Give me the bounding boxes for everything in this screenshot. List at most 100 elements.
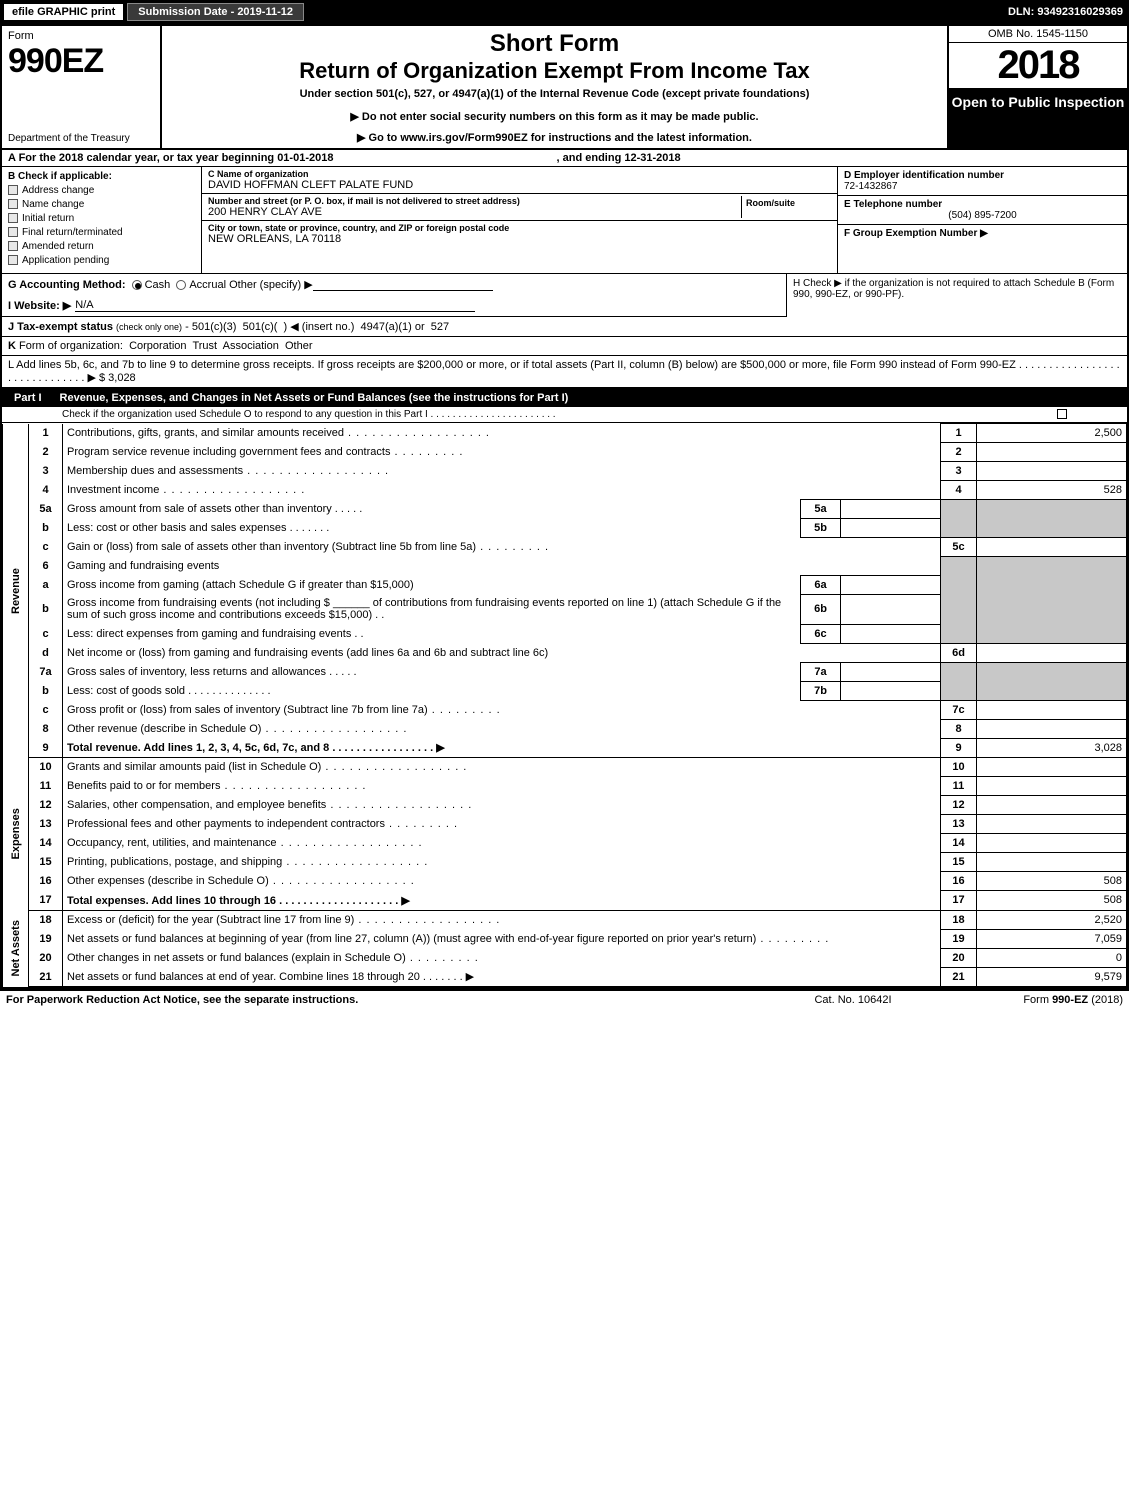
omb-number: OMB No. 1545-1150	[949, 26, 1127, 43]
amt-17: 508	[977, 891, 1127, 911]
line-21: 21Net assets or fund balances at end of …	[3, 967, 1127, 987]
expenses-label: Expenses	[3, 758, 29, 911]
line-7a: 7a Gross sales of inventory, less return…	[3, 662, 1127, 681]
amt-16: 508	[977, 872, 1127, 891]
box-c: C Name of organization DAVID HOFFMAN CLE…	[202, 167, 837, 273]
radio-accrual[interactable]	[176, 280, 186, 290]
subtitle-1: Under section 501(c), 527, or 4947(a)(1)…	[168, 88, 941, 100]
row-g-h: G Accounting Method: Cash Accrual Other …	[2, 274, 1127, 317]
subtitle-2: ▶ Do not enter social security numbers o…	[168, 110, 941, 123]
part1-table: Revenue 1 Contributions, gifts, grants, …	[2, 423, 1127, 987]
e-label: E Telephone number	[844, 199, 1121, 210]
open-to-public: Open to Public Inspection	[949, 90, 1127, 148]
address-block-row: B Check if applicable: Address change Na…	[2, 167, 1127, 274]
line-11: 11Benefits paid to or for members11	[3, 777, 1127, 796]
period-begin: A For the 2018 calendar year, or tax yea…	[8, 152, 333, 164]
efile-label: efile GRAPHIC print	[4, 4, 123, 20]
radio-cash[interactable]	[132, 280, 142, 290]
page-footer: For Paperwork Reduction Act Notice, see …	[0, 989, 1129, 1009]
form-word: Form	[8, 30, 154, 42]
line-6: 6 Gaming and fundraising events	[3, 557, 1127, 576]
tax-year: 2018	[949, 43, 1127, 90]
line-4: 4 Investment income 4 528	[3, 481, 1127, 500]
box-b-title: B Check if applicable:	[8, 171, 195, 182]
part1-label: Part I	[2, 389, 54, 407]
amt-19: 7,059	[977, 929, 1127, 948]
chk-address[interactable]: Address change	[8, 185, 195, 196]
website-value: N/A	[75, 299, 475, 312]
line-3: 3 Membership dues and assessments 3	[3, 462, 1127, 481]
schedule-o-checkbox[interactable]	[1057, 409, 1067, 419]
form-container: Form 990EZ Department of the Treasury Sh…	[0, 24, 1129, 989]
box-b: B Check if applicable: Address change Na…	[2, 167, 202, 273]
line-5a: 5a Gross amount from sale of assets othe…	[3, 500, 1127, 519]
line-6d: d Net income or (loss) from gaming and f…	[3, 643, 1127, 662]
short-form-label: Short Form	[168, 30, 941, 58]
chk-pending[interactable]: Application pending	[8, 255, 195, 266]
d-label: D Employer identification number	[844, 170, 1121, 181]
line-20: 20Other changes in net assets or fund ba…	[3, 948, 1127, 967]
city-state-zip: NEW ORLEANS, LA 70118	[208, 233, 831, 245]
line-17: 17Total expenses. Add lines 10 through 1…	[3, 891, 1127, 911]
line-19: 19Net assets or fund balances at beginni…	[3, 929, 1127, 948]
addr-label: Number and street (or P. O. box, if mail…	[208, 196, 741, 206]
footer-left: For Paperwork Reduction Act Notice, see …	[6, 994, 763, 1006]
i-label: I Website: ▶	[8, 299, 71, 312]
org-name: DAVID HOFFMAN CLEFT PALATE FUND	[208, 179, 831, 191]
street-address: 200 HENRY CLAY AVE	[208, 206, 741, 218]
header-left: Form 990EZ Department of the Treasury	[2, 26, 162, 148]
line-10: Expenses 10 Grants and similar amounts p…	[3, 758, 1127, 777]
amt-9: 3,028	[977, 738, 1127, 758]
c-label: C Name of organization	[208, 169, 831, 179]
chk-final[interactable]: Final return/terminated	[8, 227, 195, 238]
form-number: 990EZ	[8, 42, 154, 81]
g-label: G Accounting Method:	[8, 279, 126, 291]
chk-amended[interactable]: Amended return	[8, 241, 195, 252]
period-row: A For the 2018 calendar year, or tax yea…	[2, 150, 1127, 167]
department-label: Department of the Treasury	[8, 133, 154, 144]
amt-20: 0	[977, 948, 1127, 967]
amt-18: 2,520	[977, 910, 1127, 929]
h-box: H Check ▶ if the organization is not req…	[787, 274, 1127, 317]
header-mid: Short Form Return of Organization Exempt…	[162, 26, 947, 148]
line-14: 14Occupancy, rent, utilities, and mainte…	[3, 834, 1127, 853]
h-text: H Check ▶ if the organization is not req…	[793, 278, 1114, 300]
amt-1: 2,500	[977, 424, 1127, 443]
subtitle-3: ▶ Go to www.irs.gov/Form990EZ for instru…	[168, 131, 941, 144]
row-l: L Add lines 5b, 6c, and 7b to line 9 to …	[2, 356, 1127, 389]
amt-4: 528	[977, 481, 1127, 500]
telephone-value: (504) 895-7200	[844, 210, 1121, 221]
form-title: Return of Organization Exempt From Incom…	[168, 58, 941, 84]
submission-date: Submission Date - 2019-11-12	[127, 3, 304, 21]
other-specify-blank[interactable]	[313, 279, 493, 291]
line-12: 12Salaries, other compensation, and empl…	[3, 796, 1127, 815]
header-right: OMB No. 1545-1150 2018 Open to Public In…	[947, 26, 1127, 148]
netassets-label: Net Assets	[3, 910, 29, 987]
chk-name[interactable]: Name change	[8, 199, 195, 210]
line-13: 13Professional fees and other payments t…	[3, 815, 1127, 834]
chk-initial[interactable]: Initial return	[8, 213, 195, 224]
line-5c: c Gain or (loss) from sale of assets oth…	[3, 538, 1127, 557]
part1-header: Part I Revenue, Expenses, and Changes in…	[2, 389, 1127, 407]
revenue-label: Revenue	[3, 424, 29, 758]
footer-mid: Cat. No. 10642I	[763, 994, 943, 1006]
line-16: 16Other expenses (describe in Schedule O…	[3, 872, 1127, 891]
part1-sub: Check if the organization used Schedule …	[2, 407, 1127, 423]
period-end: , and ending 12-31-2018	[557, 152, 681, 164]
ein-value: 72-1432867	[844, 181, 1121, 192]
box-def: D Employer identification number 72-1432…	[837, 167, 1127, 273]
amt-21: 9,579	[977, 967, 1127, 987]
line-9: 9 Total revenue. Add lines 1, 2, 3, 4, 5…	[3, 738, 1127, 758]
city-label: City or town, state or province, country…	[208, 223, 831, 233]
line-7c: c Gross profit or (loss) from sales of i…	[3, 700, 1127, 719]
form-header: Form 990EZ Department of the Treasury Sh…	[2, 26, 1127, 150]
line-18: Net Assets 18 Excess or (deficit) for th…	[3, 910, 1127, 929]
top-bar: efile GRAPHIC print Submission Date - 20…	[0, 0, 1129, 24]
line-1: Revenue 1 Contributions, gifts, grants, …	[3, 424, 1127, 443]
line-2: 2 Program service revenue including gove…	[3, 443, 1127, 462]
room-suite-label: Room/suite	[741, 196, 831, 218]
part1-title: Revenue, Expenses, and Changes in Net As…	[54, 389, 575, 407]
row-k: K Form of organization: Corporation Trus…	[2, 337, 1127, 356]
row-j: J Tax-exempt status (check only one) - 5…	[2, 317, 1127, 337]
f-label: F Group Exemption Number ▶	[844, 228, 988, 239]
